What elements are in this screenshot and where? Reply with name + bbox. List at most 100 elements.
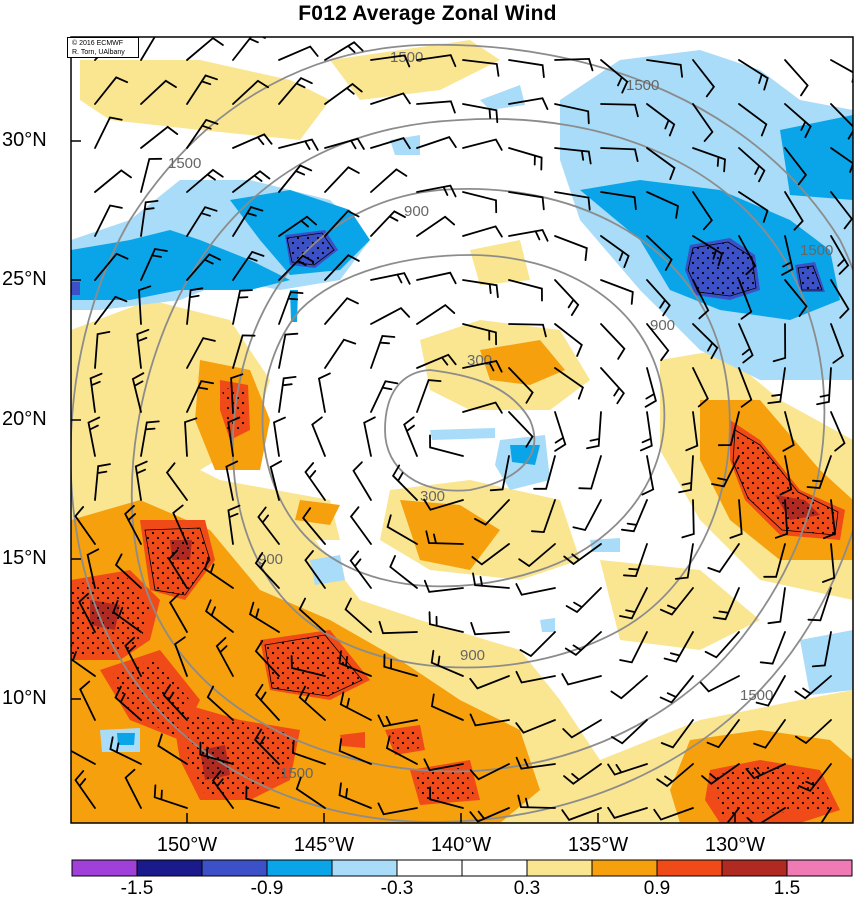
wind-barb bbox=[211, 770, 234, 809]
wind-barb bbox=[656, 763, 694, 788]
wind-barb bbox=[746, 807, 786, 823]
wind-barb bbox=[429, 434, 464, 457]
wind-barb bbox=[278, 45, 319, 61]
wind-barb bbox=[692, 147, 726, 173]
wind-barb bbox=[554, 147, 592, 165]
wind-barb bbox=[232, 79, 269, 105]
wind-barb bbox=[471, 543, 510, 566]
wind-barb bbox=[89, 372, 103, 413]
wind-barb bbox=[324, 137, 365, 150]
wind-barb bbox=[782, 411, 795, 452]
wind-barb bbox=[134, 460, 148, 501]
wind-barb bbox=[600, 235, 630, 268]
wind-barb bbox=[554, 367, 584, 400]
colorbar-label: 1.5 bbox=[773, 878, 801, 899]
wind-barb bbox=[621, 499, 648, 533]
wind-barb bbox=[830, 323, 845, 364]
wind-barb bbox=[416, 215, 456, 237]
wind-barb bbox=[370, 168, 408, 193]
wind-barb bbox=[71, 644, 96, 677]
wind-barb bbox=[798, 763, 832, 792]
wind-barb bbox=[469, 807, 510, 823]
wind-barb bbox=[232, 289, 253, 325]
wind-barb bbox=[370, 137, 411, 150]
wind-barb bbox=[659, 675, 694, 704]
wind-barb bbox=[232, 250, 265, 281]
wind-barb bbox=[600, 147, 639, 162]
colorbar-swatch bbox=[526, 859, 593, 877]
wind-barb bbox=[469, 713, 510, 727]
wind-barb bbox=[186, 74, 218, 105]
wind-barb bbox=[370, 272, 411, 285]
wind-barb bbox=[311, 416, 326, 457]
colorbar-swatch bbox=[591, 859, 658, 877]
wind-barb bbox=[370, 306, 411, 325]
wind-barb bbox=[278, 164, 313, 193]
wind-barb bbox=[692, 59, 716, 98]
wind-barb bbox=[519, 631, 556, 658]
wind-barb bbox=[349, 550, 372, 589]
wind-barb bbox=[517, 794, 556, 809]
colorbar-swatch bbox=[396, 859, 463, 877]
wind-barb bbox=[830, 279, 850, 319]
wind-barb bbox=[738, 191, 769, 223]
wind-barb bbox=[227, 504, 241, 545]
wind-barb bbox=[738, 367, 753, 408]
wind-barb bbox=[678, 455, 694, 494]
wind-barb bbox=[462, 401, 503, 414]
wind-barb bbox=[232, 334, 256, 369]
wind-barb bbox=[508, 147, 543, 171]
wind-barb bbox=[533, 455, 556, 490]
significance-stippling bbox=[71, 233, 838, 815]
wind-barb bbox=[646, 147, 676, 181]
wind-barb bbox=[462, 59, 500, 77]
wind-barb bbox=[554, 411, 567, 452]
wind-barb bbox=[317, 372, 331, 413]
wind-barb bbox=[660, 719, 694, 749]
wind-barb bbox=[416, 184, 457, 198]
wind-barb bbox=[712, 587, 740, 621]
wind-barb bbox=[140, 79, 177, 105]
wind-barb bbox=[378, 620, 418, 635]
wind-barb bbox=[646, 191, 679, 219]
wind-barb bbox=[416, 271, 457, 285]
wind-barb bbox=[94, 252, 129, 281]
wind-barb bbox=[646, 323, 670, 362]
contour-label-group: 300 300 900 900 900 900 1500 1500 1500 1… bbox=[168, 49, 833, 782]
contour-label: 900 bbox=[404, 203, 429, 220]
wind-barb bbox=[114, 553, 142, 589]
colorbar-swatch bbox=[201, 859, 268, 877]
wind-barb bbox=[352, 461, 372, 501]
wind-barb bbox=[692, 367, 709, 408]
wind-barb bbox=[518, 543, 556, 568]
wind-barb bbox=[738, 103, 768, 137]
wind-barb bbox=[253, 728, 280, 765]
wind-barb bbox=[554, 103, 590, 125]
wind-barb bbox=[474, 499, 510, 526]
wind-barb bbox=[227, 416, 241, 457]
wind-barb bbox=[646, 103, 676, 137]
wind-barb bbox=[338, 738, 372, 765]
wind-barb bbox=[830, 191, 853, 230]
wind-barb bbox=[172, 504, 188, 545]
wind-barb bbox=[423, 758, 464, 772]
wind-barb bbox=[726, 807, 740, 823]
wind-barb bbox=[232, 133, 273, 149]
wind-barb bbox=[429, 786, 464, 809]
wind-barb bbox=[729, 499, 743, 539]
wind-barb bbox=[248, 601, 280, 633]
wind-barb bbox=[71, 749, 96, 765]
wind-barb bbox=[745, 763, 786, 780]
wind-barb bbox=[784, 191, 804, 231]
wind-barb bbox=[515, 719, 556, 734]
wind-barb bbox=[619, 587, 648, 620]
wind-barb bbox=[140, 420, 160, 457]
wind-barb bbox=[600, 279, 634, 305]
wind-barb bbox=[646, 235, 673, 271]
wind-barb bbox=[515, 756, 556, 770]
wind-barb bbox=[600, 323, 626, 360]
wind-barb bbox=[807, 587, 832, 622]
wind-barb bbox=[232, 206, 264, 237]
wind-barb bbox=[370, 380, 399, 413]
